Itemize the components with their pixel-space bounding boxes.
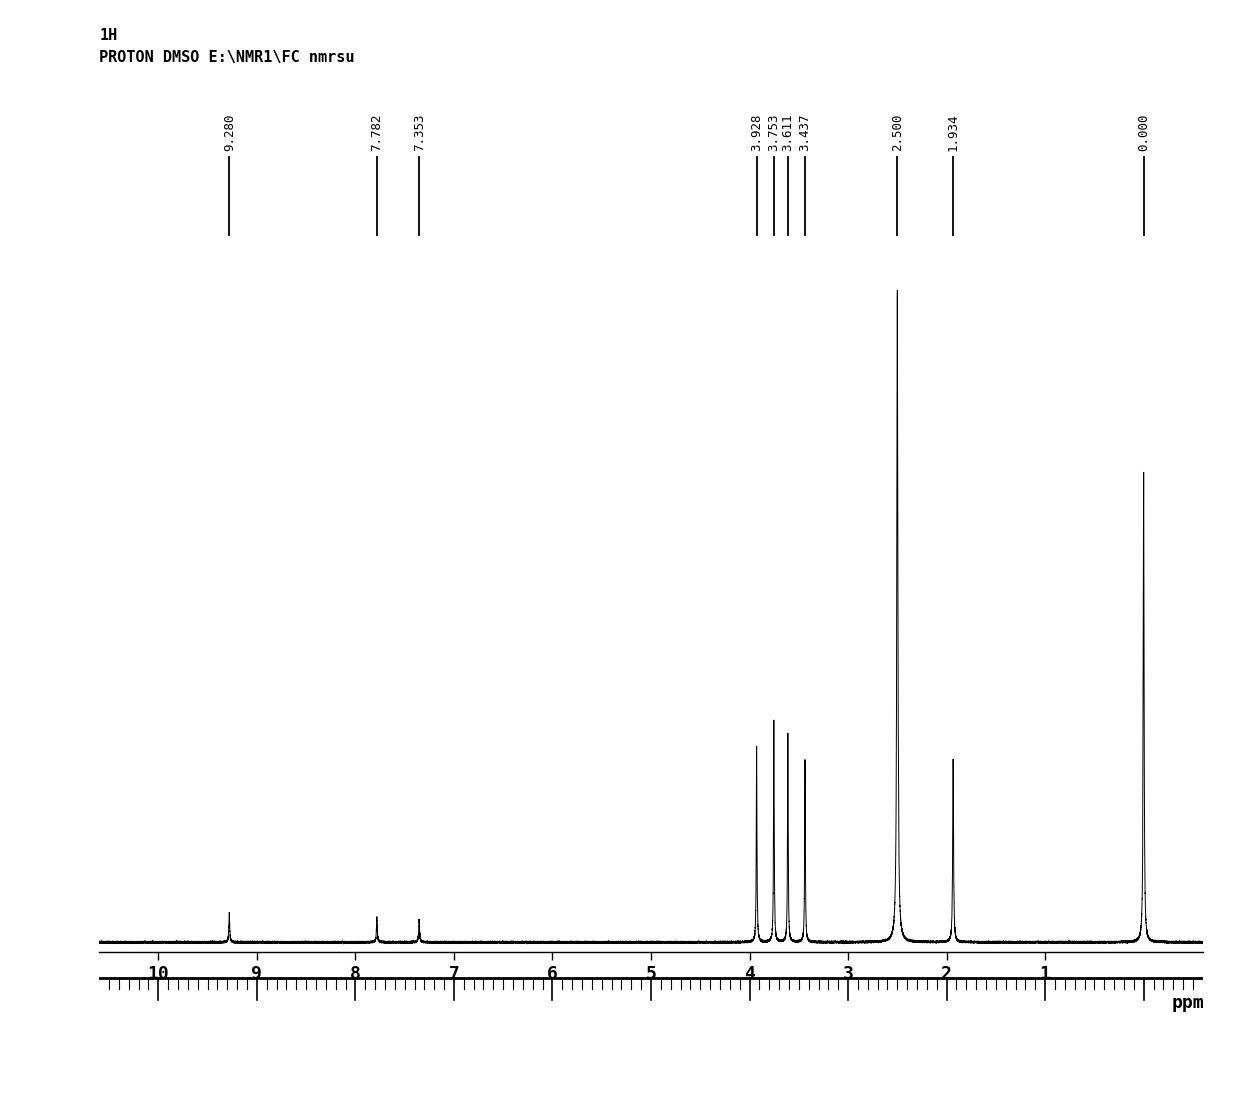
Text: 3.437: 3.437 bbox=[799, 114, 811, 151]
Text: 1.934: 1.934 bbox=[946, 114, 960, 151]
Text: 7.782: 7.782 bbox=[371, 114, 383, 151]
Text: PROTON DMSO E:\NMR1\FC nmrsu: PROTON DMSO E:\NMR1\FC nmrsu bbox=[99, 50, 355, 65]
Text: ppm: ppm bbox=[1172, 993, 1204, 1011]
Text: 1H: 1H bbox=[99, 28, 118, 43]
Text: 2.500: 2.500 bbox=[890, 114, 904, 151]
Text: 3.928: 3.928 bbox=[750, 114, 763, 151]
Text: 9.280: 9.280 bbox=[223, 114, 236, 151]
Text: 7.353: 7.353 bbox=[413, 114, 425, 151]
Text: 3.611: 3.611 bbox=[781, 114, 795, 151]
Text: 0.000: 0.000 bbox=[1137, 114, 1151, 151]
Text: 3.753: 3.753 bbox=[768, 114, 780, 151]
